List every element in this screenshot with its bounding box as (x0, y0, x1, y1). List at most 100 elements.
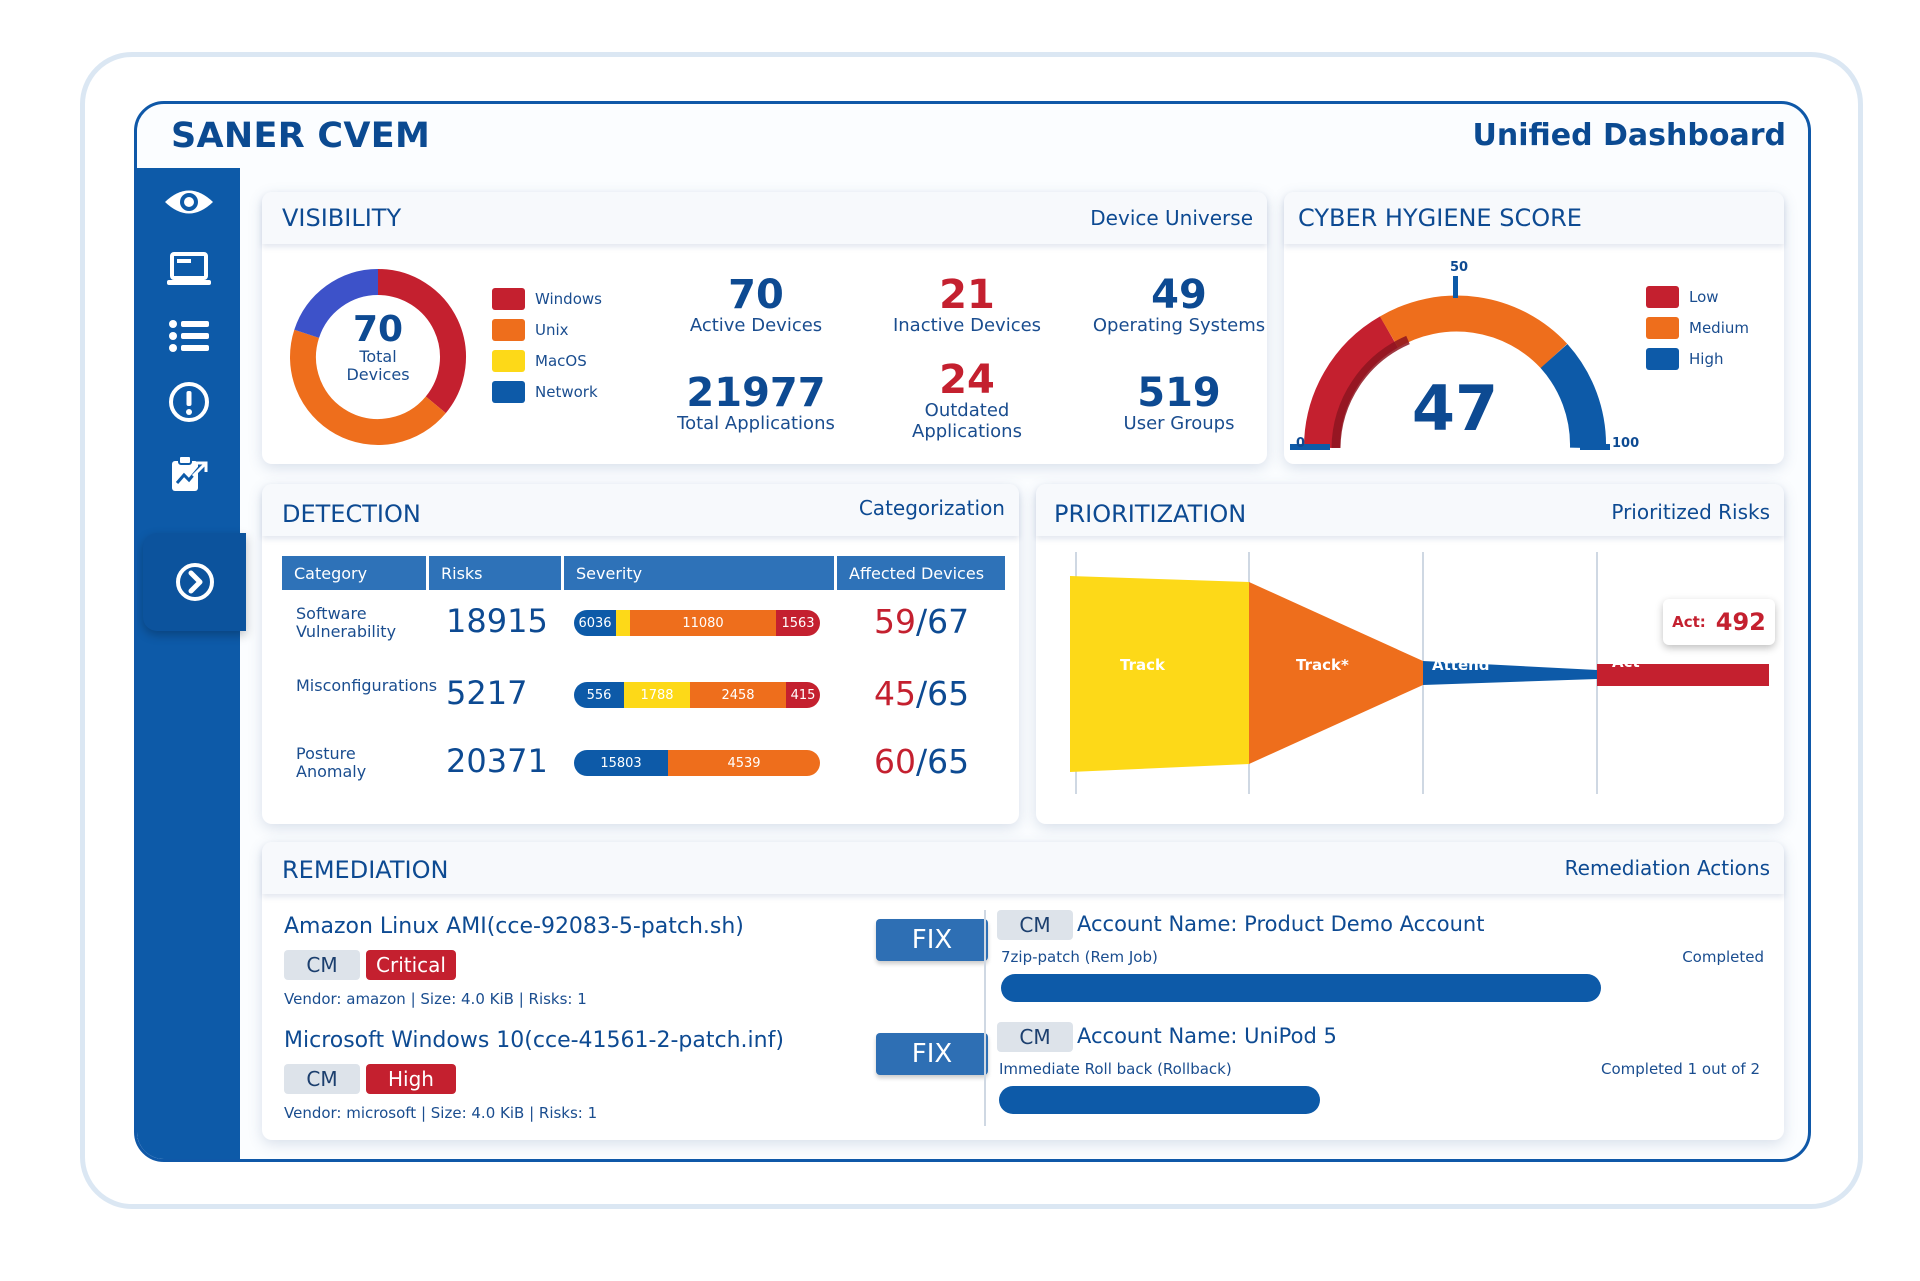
detection-category[interactable]: Misconfigurations (296, 676, 438, 695)
detection-category[interactable]: Posture Anomaly (296, 744, 367, 781)
severity-segment: 6036 (574, 610, 616, 636)
donut-segment-windows[interactable] (377, 269, 466, 414)
stat-inactive-devices[interactable]: 21 Inactive Devices (862, 275, 1072, 336)
action-account-name: Account Name: Product Demo Account (1077, 912, 1485, 936)
legend-macos: MacOS (492, 350, 587, 372)
legend-swatch (492, 381, 525, 403)
severity-segment: 4539 (668, 750, 820, 776)
legend-label: Windows (535, 290, 602, 308)
legend-label: Low (1689, 288, 1719, 306)
severity-segment: 11080 (630, 610, 776, 636)
sidebar-item-list[interactable] (137, 306, 240, 366)
stage-act[interactable]: Act (1612, 653, 1640, 671)
col-header-affected[interactable]: Affected Devices (837, 556, 1005, 590)
report-icon (171, 455, 207, 491)
action-account-name: Account Name: UniPod 5 (1077, 1024, 1337, 1048)
detection-risks[interactable]: 18915 (446, 602, 548, 640)
legend-swatch (492, 288, 525, 310)
affected-devices[interactable]: 59/67 (874, 602, 969, 641)
sidebar-item-visibility[interactable] (137, 172, 240, 232)
visibility-subtitle[interactable]: Device Universe (1090, 206, 1253, 230)
act-callout[interactable]: Act: 492 (1663, 599, 1775, 645)
action-progress-track (999, 1086, 1641, 1114)
action-job-name: 7zip-patch (Rem Job) (1001, 948, 1158, 966)
severity-segment: 2458 (690, 682, 786, 708)
severity-bar[interactable]: 15803 4539 (574, 750, 820, 776)
stat-label: Total Applications (677, 413, 835, 434)
severity-segment: 415 (786, 682, 820, 708)
affected-devices[interactable]: 60/65 (874, 742, 969, 781)
detection-risks[interactable]: 5217 (446, 674, 528, 712)
severity-segment: 556 (574, 682, 624, 708)
prioritization-subtitle[interactable]: Prioritized Risks (1611, 500, 1770, 524)
donut-total: 70 (352, 309, 404, 350)
donut-segment-unix[interactable] (290, 329, 446, 445)
stat-operating-systems[interactable]: 49 Operating Systems (1074, 275, 1284, 336)
sidebar-item-alerts[interactable] (137, 372, 240, 432)
visibility-title: VISIBILITY (282, 204, 402, 232)
stat-value: 21977 (686, 370, 826, 416)
donut-label-line2: Devices (346, 365, 410, 384)
affected-total: 67 (927, 602, 970, 641)
fix-button[interactable]: FIX (876, 1033, 988, 1075)
hygiene-header: CYBER HYGIENE SCORE (1284, 192, 1784, 244)
col-header-category[interactable]: Category (282, 556, 426, 590)
legend-label: Unix (535, 321, 569, 339)
sidebar-item-reports[interactable] (137, 443, 240, 503)
detection-title: DETECTION (282, 500, 421, 528)
remediation-item-tags: CM High (284, 1064, 456, 1094)
remediation-item-name[interactable]: Microsoft Windows 10(cce-41561-2-patch.i… (284, 1028, 784, 1053)
stat-label: Operating Systems (1092, 315, 1266, 336)
legend-label: Network (535, 383, 598, 401)
detection-subtitle[interactable]: Categorization (858, 496, 1005, 520)
legend-unix: Unix (492, 319, 569, 341)
stat-outdated-applications[interactable]: 24 Outdated Applications (862, 360, 1072, 442)
severity-segment: 1788 (624, 682, 690, 708)
stat-active-devices[interactable]: 70 Active Devices (651, 275, 861, 336)
col-header-severity[interactable]: Severity (564, 556, 834, 590)
affected-total: 65 (927, 742, 970, 781)
donut-center-label: 70 Total Devices (289, 312, 467, 384)
legend-swatch (492, 319, 525, 341)
stage-track[interactable]: Track (1120, 656, 1165, 674)
legend-swatch (1646, 348, 1679, 370)
stat-value: 24 (939, 357, 995, 403)
app-title: SANER CVEM (171, 116, 431, 156)
detection-category[interactable]: Software Vulnerability (296, 604, 397, 641)
stat-label: Active Devices (689, 315, 823, 336)
cm-tag: CM (284, 1064, 360, 1094)
hygiene-legend-high: High (1646, 348, 1723, 370)
fix-button[interactable]: FIX (876, 919, 988, 961)
donut-segment-network[interactable] (294, 269, 379, 339)
stat-label: User Groups (1123, 413, 1235, 434)
severity-bar[interactable]: 556 1788 2458 415 (574, 682, 820, 708)
divider (984, 910, 986, 1126)
remediation-item-name[interactable]: Amazon Linux AMI(cce-92083-5-patch.sh) (284, 914, 744, 939)
app-subtitle: Unified Dashboard (1472, 118, 1786, 153)
act-callout-value: 492 (1715, 608, 1766, 636)
act-callout-label: Act: (1672, 613, 1706, 631)
stage-track-star[interactable]: Track* (1296, 656, 1349, 674)
stat-user-groups[interactable]: 519 User Groups (1074, 373, 1284, 434)
stat-total-applications[interactable]: 21977 Total Applications (651, 373, 861, 434)
sidebar-item-expand[interactable] (143, 533, 246, 631)
prioritization-title: PRIORITIZATION (1054, 500, 1247, 528)
hygiene-title: CYBER HYGIENE SCORE (1298, 204, 1582, 232)
stage-attend[interactable]: Attend (1432, 656, 1490, 674)
gauge-max-label: 100 (1612, 436, 1640, 451)
list-icon (168, 320, 209, 352)
stat-label: Inactive Devices (892, 315, 1042, 336)
remediation-subtitle[interactable]: Remediation Actions (1564, 856, 1770, 880)
affected-separator: / (916, 674, 928, 713)
legend-network: Network (492, 381, 598, 403)
detection-risks[interactable]: 20371 (446, 742, 548, 780)
sidebar-item-devices[interactable] (137, 239, 240, 299)
hygiene-score: 47 (1411, 372, 1499, 445)
affected-count: 60 (874, 742, 916, 781)
prioritization-header: PRIORITIZATION Prioritized Risks (1036, 484, 1784, 536)
col-header-risks[interactable]: Risks (429, 556, 561, 590)
affected-devices[interactable]: 45/65 (874, 674, 969, 713)
prioritization-card: PRIORITIZATION Prioritized Risks Track T… (1036, 484, 1784, 824)
hygiene-legend-low: Low (1646, 286, 1719, 308)
severity-bar[interactable]: 6036 11080 1563 (574, 610, 820, 636)
